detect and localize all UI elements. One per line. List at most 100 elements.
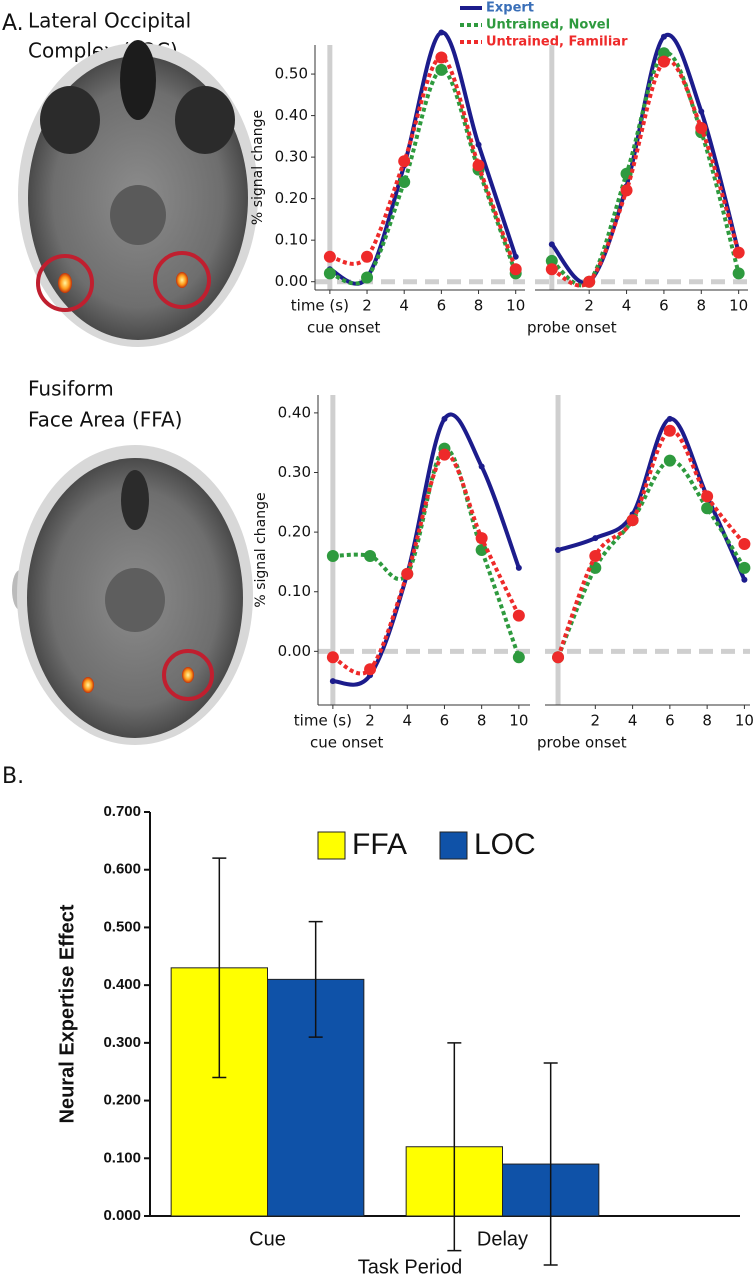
y-tick-label: 0.300 (103, 1034, 141, 1051)
x-tick-label: 8 (474, 297, 484, 315)
data-point (515, 564, 522, 571)
region-label: Face Area (FFA) (28, 408, 182, 432)
panel-label: A. (2, 11, 24, 36)
data-point (475, 544, 488, 556)
y-tick-label: 0.40 (278, 403, 311, 421)
legend-swatch (317, 831, 346, 860)
y-tick-label: 0.10 (278, 582, 311, 600)
data-point (698, 108, 705, 115)
x-tick-label: 10 (735, 712, 754, 730)
series-line (332, 412, 521, 687)
data-point (732, 246, 745, 259)
x-tick-label: 4 (399, 297, 409, 315)
y-tick-label: 0.700 (103, 803, 141, 820)
legend-swatch (439, 831, 468, 860)
x-tick-label: 6 (437, 297, 447, 315)
data-point (738, 538, 751, 551)
y-tick-label: 0.50 (275, 65, 308, 83)
y-tick-label: 0.10 (275, 231, 308, 249)
legend-label: LOC (474, 828, 536, 861)
data-point (548, 241, 555, 248)
y-tick-label: 0.000 (103, 1207, 141, 1224)
x-tick-label: time (s) (291, 297, 349, 315)
y-tick-label: 0.400 (103, 976, 141, 993)
legend-label: Expert (486, 1, 534, 16)
data-point (732, 267, 745, 280)
x-tick-label: Delay (477, 1228, 528, 1250)
series-line (557, 416, 747, 581)
data-point (398, 176, 411, 189)
x-axis-label: Task Period (358, 1256, 463, 1278)
data-point (663, 454, 676, 467)
y-tick-label: 0.600 (103, 861, 141, 878)
legend-label: Untrained, Novel (486, 18, 610, 33)
x-tick-label: 8 (697, 297, 707, 315)
x-tick-label: 6 (659, 297, 669, 315)
data-point (323, 267, 336, 280)
y-tick-label: 0.500 (103, 918, 141, 935)
x-tick-label: 6 (665, 712, 675, 730)
x-axis-label: probe onset (537, 734, 627, 752)
data-point (695, 122, 708, 135)
data-point (438, 29, 445, 36)
data-point (657, 55, 670, 68)
data-point (435, 51, 448, 64)
region-label: Fusiform (28, 377, 114, 401)
x-tick-label: 4 (628, 712, 638, 730)
brain-image (18, 40, 258, 347)
y-tick-label: 0.200 (103, 1092, 141, 1109)
data-point (663, 424, 676, 437)
data-point (660, 33, 667, 40)
error-bar (308, 920, 323, 1038)
data-point (666, 415, 673, 422)
error-bar (212, 857, 227, 1079)
y-axis-label: % signal change (250, 110, 266, 225)
x-tick-label: 4 (622, 297, 632, 315)
series-line (329, 67, 518, 286)
data-point (657, 47, 670, 60)
data-point (512, 609, 525, 622)
x-axis-label: cue onset (307, 319, 380, 337)
panel-label: B. (2, 764, 24, 789)
x-tick-label: 6 (440, 712, 450, 730)
y-tick-label: 0.20 (275, 189, 308, 207)
x-tick-label: 2 (591, 712, 601, 730)
y-axis-label: Neural Expertise Effect (56, 904, 78, 1123)
y-axis-label: % signal change (253, 492, 269, 607)
region-label: Lateral Occipital (28, 9, 191, 33)
data-point (475, 532, 488, 545)
data-point (512, 651, 525, 664)
data-point (738, 561, 751, 574)
data-point (626, 514, 639, 527)
data-point (438, 448, 451, 461)
data-point (701, 502, 714, 515)
data-point (741, 576, 748, 583)
x-tick-label: 10 (509, 712, 528, 730)
data-point (326, 549, 339, 562)
x-tick-label: 2 (584, 297, 594, 315)
x-axis-label: cue onset (310, 734, 383, 752)
data-point (555, 547, 562, 553)
brain-image (12, 445, 253, 745)
x-tick-label: Cue (249, 1228, 286, 1250)
data-point (435, 63, 448, 76)
data-point (361, 271, 374, 284)
error-bar (543, 1062, 558, 1266)
data-point (478, 463, 485, 470)
data-point (364, 549, 377, 562)
data-point (545, 263, 558, 276)
x-tick-label: 8 (702, 712, 712, 730)
data-point (545, 254, 558, 267)
legend-label: FFA (352, 828, 407, 861)
data-point (361, 250, 374, 263)
y-tick-label: 0.20 (278, 523, 311, 541)
data-point (441, 415, 448, 422)
series-line (556, 428, 746, 658)
series-line (556, 458, 747, 659)
data-point (509, 263, 522, 276)
legend-label: Untrained, Familiar (486, 35, 628, 50)
data-point (398, 155, 411, 168)
data-point (329, 678, 336, 685)
data-point (512, 253, 519, 260)
